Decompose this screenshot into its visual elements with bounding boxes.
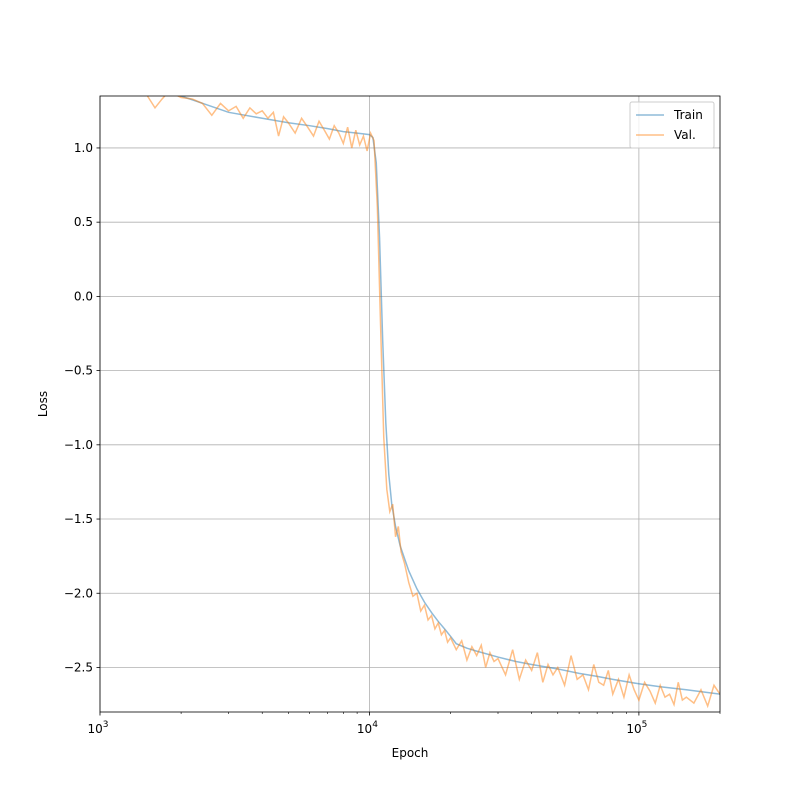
y-axis-ticks: 1.0 0.5 0.0 −0.5 −1.0 −1.5 −2.0 −2.5 bbox=[64, 141, 100, 674]
plot-background bbox=[100, 96, 720, 712]
y-tick-label: 1.0 bbox=[74, 141, 93, 155]
x-tick-label: 103 bbox=[87, 720, 108, 736]
y-tick-label: −0.5 bbox=[64, 364, 93, 378]
x-tick-label: 104 bbox=[357, 720, 378, 736]
y-tick-label: −1.5 bbox=[64, 512, 93, 526]
legend-box bbox=[629, 101, 715, 149]
y-tick-label: 0.0 bbox=[74, 289, 93, 303]
legend: Train Val. bbox=[629, 101, 715, 149]
val-loss-line bbox=[146, 96, 720, 709]
y-tick-label: −2.5 bbox=[64, 660, 93, 674]
plot-frame bbox=[99, 95, 721, 713]
grid-lines bbox=[99, 96, 720, 712]
legend-label-train: Train bbox=[673, 108, 703, 122]
legend-label-val: Val. bbox=[674, 128, 696, 142]
y-axis-title: Loss bbox=[36, 391, 50, 417]
x-axis-title: Epoch bbox=[392, 746, 429, 760]
y-tick-label: −2.0 bbox=[64, 586, 93, 600]
x-axis-ticks: 103 104 105 bbox=[87, 712, 647, 736]
train-loss-line bbox=[177, 96, 720, 695]
y-tick-label: −1.0 bbox=[64, 438, 93, 452]
y-tick-label: 0.5 bbox=[74, 215, 93, 229]
x-tick-label: 105 bbox=[626, 720, 647, 736]
